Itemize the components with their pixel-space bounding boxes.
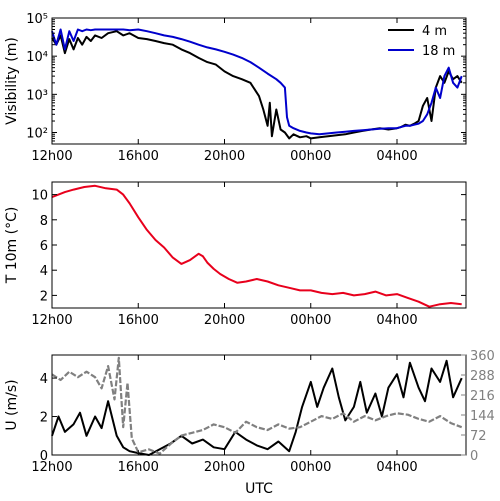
x-axis-label-group: UTC bbox=[245, 481, 273, 497]
series-line-2-1 bbox=[51, 356, 463, 455]
visibility-legend: 4 m 18 m bbox=[388, 24, 455, 59]
series-line-0-1 bbox=[51, 28, 463, 136]
axes-frame-1 bbox=[51, 181, 467, 309]
x-tick-label-2-1: 16h00 bbox=[118, 460, 159, 475]
y-tick-label-1-4: 10 bbox=[31, 189, 48, 204]
temperature-panel: 12h00 16h00 20h00 00h00 04h00 2 4 6 8 10 T 10m (°C… bbox=[4, 181, 467, 328]
x-tick-label-0-2: 20h00 bbox=[204, 149, 245, 164]
x-axis-label: UTC bbox=[245, 481, 273, 497]
y2-tick-label-3: 216 bbox=[470, 389, 495, 404]
wind-panel: 12h00 16h00 20h00 00h00 04h00 0 2 4 0 72 144 216 288… bbox=[4, 349, 495, 475]
y-tick-label-2-2: 4 bbox=[40, 372, 48, 387]
y2-tick-label-1: 72 bbox=[470, 429, 487, 444]
x-tick-label-1-2: 20h00 bbox=[204, 313, 245, 328]
y-tick-label-0-3: 10⁵ bbox=[26, 12, 48, 27]
x-tick-label-2-0: 12h00 bbox=[31, 460, 72, 475]
y2-tick-label-4: 288 bbox=[470, 369, 495, 384]
y-tick-label-0-2: 10⁴ bbox=[26, 50, 48, 65]
y-axis-label-0: Visibility (m) bbox=[4, 37, 20, 125]
legend-label-1: 18 m bbox=[422, 44, 455, 59]
x-tick-label-1-4: 04h00 bbox=[376, 313, 417, 328]
y-tick-label-2-0: 0 bbox=[40, 449, 48, 464]
y2-tick-label-5: 360 bbox=[470, 349, 495, 364]
y-tick-label-0-1: 10³ bbox=[26, 88, 48, 103]
x-tick-label-2-3: 00h00 bbox=[290, 460, 331, 475]
x-tick-label-1-0: 12h00 bbox=[31, 313, 72, 328]
visibility-panel: 12h00 16h00 20h00 00h00 04h00 10² 10³ 10⁴ 10⁵ Vis… bbox=[4, 12, 467, 164]
y-tick-label-1-0: 2 bbox=[40, 289, 48, 304]
x-tick-label-2-4: 04h00 bbox=[376, 460, 417, 475]
y-axis-label-2: U (m/s) bbox=[4, 379, 20, 430]
y-tick-label-0-0: 10² bbox=[26, 127, 48, 142]
x-tick-label-2-2: 20h00 bbox=[204, 460, 245, 475]
legend-label-0: 4 m bbox=[422, 24, 447, 39]
y-axis-label-1: T 10m (°C) bbox=[4, 207, 20, 285]
y-tick-label-2-1: 2 bbox=[40, 411, 48, 426]
series-line-1-0 bbox=[51, 184, 462, 308]
x-tick-label-0-4: 04h00 bbox=[376, 149, 417, 164]
axes-frame-0 bbox=[51, 17, 467, 145]
x-tick-label-0-1: 16h00 bbox=[118, 149, 159, 164]
x-tick-label-1-3: 00h00 bbox=[290, 313, 331, 328]
axes-frame-2 bbox=[51, 354, 467, 456]
y-tick-label-1-2: 6 bbox=[40, 239, 48, 254]
y-tick-label-1-3: 8 bbox=[40, 214, 48, 229]
x-tick-label-0-0: 12h00 bbox=[31, 149, 72, 164]
x-tick-label-1-1: 16h00 bbox=[118, 313, 159, 328]
series-line-0-0 bbox=[51, 30, 463, 140]
series-line-2-0 bbox=[51, 359, 463, 456]
x-tick-label-0-3: 00h00 bbox=[290, 149, 331, 164]
y-tick-label-1-1: 4 bbox=[40, 264, 48, 279]
y2-tick-label-0: 0 bbox=[470, 449, 478, 464]
y2-tick-label-2: 144 bbox=[470, 409, 495, 424]
